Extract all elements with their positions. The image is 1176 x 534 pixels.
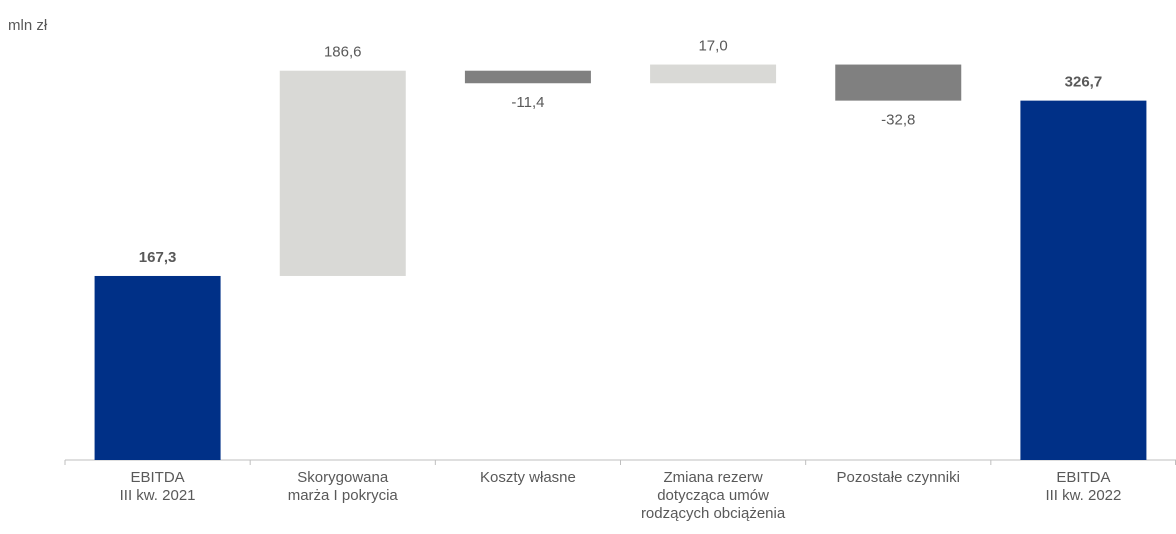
- bar: [464, 70, 591, 84]
- x-tick-label-line: Skorygowana: [297, 469, 389, 486]
- x-tick-label-line: Koszty własne: [480, 469, 576, 486]
- value-label: -11,4: [511, 94, 544, 111]
- bar: [1020, 100, 1147, 460]
- value-label: 326,7: [1065, 74, 1103, 91]
- x-tick-label-line: Zmiana rezerw: [663, 469, 762, 486]
- x-tick-label: EBITDA III kw. 2021: [120, 469, 196, 504]
- x-tick-label-line: EBITDA: [130, 469, 184, 486]
- x-tick-label: EBITDA III kw. 2022: [1045, 469, 1121, 504]
- x-tick-label: Koszty własne: [480, 469, 576, 486]
- x-tick-label: Skorygowana marża I pokrycia: [288, 469, 399, 504]
- x-tick-label: Zmiana rezerw dotycząca umów rodzących obc…: [641, 469, 786, 522]
- x-tick-label: Pozostałe czynniki: [837, 469, 960, 486]
- x-tick-label-line: Pozostałe czynniki: [837, 469, 960, 486]
- x-tick-label-line: III kw. 2022: [1045, 487, 1121, 504]
- bar: [279, 70, 406, 276]
- x-tick-label-line: rodzących obciążenia: [641, 505, 786, 522]
- bar: [650, 64, 777, 84]
- bar: [94, 275, 221, 460]
- x-tick-label-line: marża I pokrycia: [288, 487, 399, 504]
- bar: [835, 64, 962, 101]
- value-label: -32,8: [881, 112, 915, 129]
- y-axis-label: mln zł: [8, 17, 48, 34]
- value-label: 186,6: [324, 44, 362, 61]
- value-label: 167,3: [139, 249, 177, 266]
- value-label: 17,0: [698, 38, 727, 55]
- x-tick-label-line: EBITDA: [1056, 469, 1110, 486]
- x-tick-label-line: dotycząca umów: [657, 487, 769, 504]
- x-tick-label-line: III kw. 2021: [120, 487, 196, 504]
